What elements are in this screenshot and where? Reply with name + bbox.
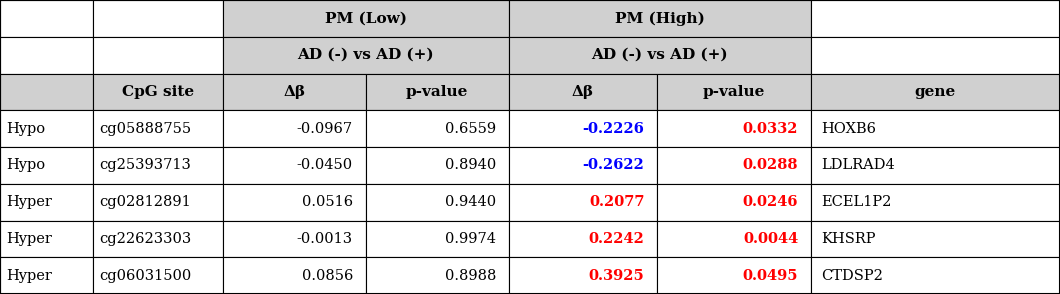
Text: 0.0856: 0.0856 [302,269,353,283]
Bar [509,0,811,37]
Bar [366,74,509,110]
Bar [811,74,1060,110]
Text: -0.0967: -0.0967 [297,122,353,136]
Bar [0,220,93,257]
Text: 0.0288: 0.0288 [743,158,798,172]
Bar [366,257,509,294]
Text: p-value: p-value [406,85,469,99]
Bar [93,220,223,257]
Bar [223,74,366,110]
Bar [811,220,1060,257]
Text: cg02812891: cg02812891 [100,195,192,209]
Text: ECEL1P2: ECEL1P2 [822,195,891,209]
Text: -0.2226: -0.2226 [583,122,644,136]
Bar [657,184,811,220]
Text: AD (-) vs AD (+): AD (-) vs AD (+) [298,48,434,62]
Text: PM (High): PM (High) [615,11,705,26]
Bar [0,184,93,220]
Text: KHSRP: KHSRP [822,232,876,246]
Text: cg06031500: cg06031500 [100,269,192,283]
Bar [657,147,811,184]
Bar [0,147,93,184]
Text: p-value: p-value [703,85,765,99]
Bar [0,110,93,147]
Bar [93,74,223,110]
Text: 0.0495: 0.0495 [743,269,798,283]
Bar [657,220,811,257]
Bar [0,74,93,110]
Text: 0.0332: 0.0332 [743,122,798,136]
Text: CpG site: CpG site [122,85,194,99]
Text: -0.0013: -0.0013 [297,232,353,246]
Bar [811,110,1060,147]
Bar [657,257,811,294]
Text: 0.8940: 0.8940 [445,158,496,172]
Text: cg22623303: cg22623303 [100,232,192,246]
Bar [223,0,509,37]
Bar [811,37,1060,74]
Text: Hypo: Hypo [6,122,46,136]
Bar [93,0,223,37]
Bar [509,257,657,294]
Text: 0.9440: 0.9440 [445,195,496,209]
Bar [0,257,93,294]
Text: cg25393713: cg25393713 [100,158,192,172]
Bar [223,147,366,184]
Bar [223,37,509,74]
Text: Hypo: Hypo [6,158,46,172]
Bar [93,37,223,74]
Bar [657,110,811,147]
Bar [509,74,657,110]
Bar [93,147,223,184]
Bar [93,257,223,294]
Text: Δβ: Δβ [283,85,305,99]
Bar [366,110,509,147]
Bar [811,0,1060,37]
Bar [366,220,509,257]
Bar [811,257,1060,294]
Text: 0.2077: 0.2077 [589,195,644,209]
Text: 0.9974: 0.9974 [445,232,496,246]
Bar [509,220,657,257]
Bar [509,110,657,147]
Bar [657,74,811,110]
Text: 0.6559: 0.6559 [445,122,496,136]
Bar [0,37,93,74]
Text: 0.0044: 0.0044 [743,232,798,246]
Bar [509,37,811,74]
Bar [93,110,223,147]
Text: Hyper: Hyper [6,232,52,246]
Bar [366,184,509,220]
Text: 0.3925: 0.3925 [588,269,644,283]
Text: 0.0516: 0.0516 [302,195,353,209]
Text: 0.8988: 0.8988 [445,269,496,283]
Text: AD (-) vs AD (+): AD (-) vs AD (+) [591,48,728,62]
Bar [223,184,366,220]
Bar [366,147,509,184]
Text: -0.0450: -0.0450 [297,158,353,172]
Text: Δβ: Δβ [572,85,594,99]
Text: CTDSP2: CTDSP2 [822,269,883,283]
Bar [93,184,223,220]
Text: -0.2622: -0.2622 [583,158,644,172]
Text: 0.2242: 0.2242 [588,232,644,246]
Bar [223,110,366,147]
Text: Hyper: Hyper [6,195,52,209]
Bar [0,0,93,37]
Text: Hyper: Hyper [6,269,52,283]
Bar [509,184,657,220]
Bar [509,147,657,184]
Bar [811,184,1060,220]
Text: 0.0246: 0.0246 [743,195,798,209]
Bar [223,257,366,294]
Text: gene: gene [915,85,956,99]
Bar [811,147,1060,184]
Text: HOXB6: HOXB6 [822,122,877,136]
Bar [223,220,366,257]
Text: PM (Low): PM (Low) [324,11,407,25]
Text: LDLRAD4: LDLRAD4 [822,158,896,172]
Text: cg05888755: cg05888755 [100,122,192,136]
